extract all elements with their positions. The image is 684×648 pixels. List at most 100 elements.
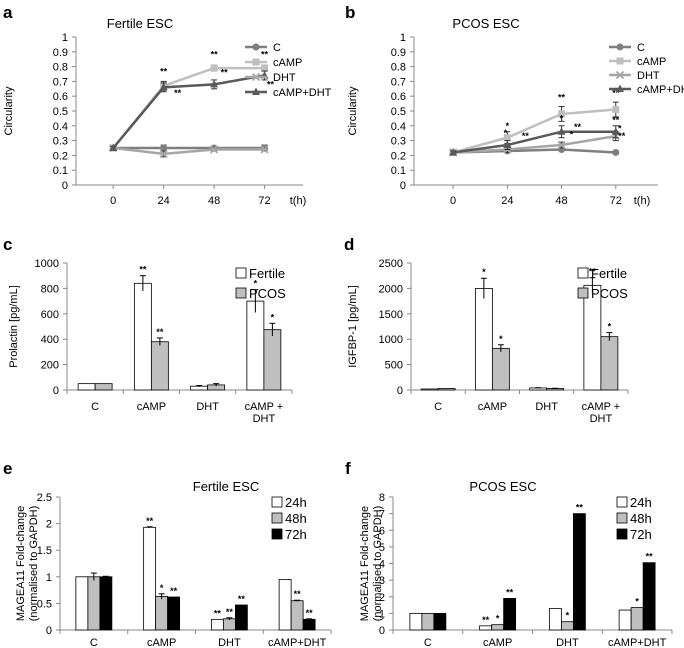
significance-marker: **: [612, 115, 620, 125]
data-point: [109, 143, 118, 151]
y-tick-label: 0: [397, 385, 403, 397]
bar: [503, 598, 517, 631]
legend-label: 48h: [285, 511, 307, 526]
y-tick-label: 0.1: [391, 165, 406, 177]
significance-marker: *: [499, 334, 503, 344]
bar: [548, 607, 562, 631]
y-tick-label: 500: [385, 360, 403, 372]
significance-marker: **: [576, 503, 584, 513]
y-tick-label: 0.2: [53, 150, 68, 162]
marker-stroke: [615, 70, 625, 80]
significance-marker: **: [160, 67, 168, 77]
legend-swatch: [235, 287, 247, 299]
y-tick-label: 0.9: [391, 47, 406, 59]
y-tick-label: 0: [46, 625, 52, 637]
bar: [133, 282, 152, 391]
bar: [479, 625, 493, 631]
significance-marker: *: [504, 128, 508, 138]
panel-title: Fertile ESC: [193, 479, 259, 494]
bar: [302, 618, 316, 631]
panel-letter: f: [345, 459, 351, 478]
significance-marker: *: [482, 267, 486, 277]
x-tick-label: 0: [110, 195, 116, 207]
legend-swatch: [235, 267, 247, 279]
x-tick-label: DHT: [218, 637, 241, 648]
series-line: [452, 108, 616, 154]
marker-stroke: [159, 149, 168, 159]
y-tick-label: 600: [41, 309, 59, 321]
y-tick-label: 0.9: [53, 47, 68, 59]
data-point: [449, 147, 458, 156]
legend-marker: [615, 70, 625, 80]
legend-label: 48h: [630, 511, 652, 526]
x-tick-label: DHT: [535, 401, 558, 413]
y-tick-label: 2.5: [37, 492, 52, 504]
x-tick-label: C: [434, 401, 442, 413]
significance-marker: *: [570, 130, 574, 140]
panel-letter: a: [3, 3, 13, 22]
x-tick-label: 72: [258, 195, 270, 207]
series-camp-dht: [449, 125, 620, 156]
legend-marker: [252, 87, 260, 95]
data-point: [611, 127, 620, 135]
significance-marker: *: [271, 312, 275, 322]
bar: [143, 526, 157, 631]
data-point: [160, 144, 168, 152]
significance-marker: **: [221, 67, 229, 77]
data-point: [159, 149, 168, 159]
y-tick-label: 0.7: [53, 76, 68, 88]
significance-marker: **: [574, 122, 582, 132]
bar: [618, 609, 632, 631]
legend-marker: [251, 72, 261, 82]
data-point: [261, 64, 269, 72]
series-line: [452, 130, 616, 154]
marker-stroke: [209, 145, 219, 154]
bar: [420, 388, 439, 391]
y-tick-label: 2: [379, 592, 385, 604]
y-tick-label: 0.5: [37, 598, 52, 610]
legend-marker: [252, 43, 260, 51]
legend-swatch: [616, 528, 628, 540]
series-line: [112, 74, 265, 149]
x-axis-unit-label: t(h): [634, 195, 651, 207]
data-point: [503, 134, 511, 142]
legend-label: cAMP+DHT: [637, 84, 684, 96]
y-tick-label: 1: [379, 608, 385, 620]
legend-swatch: [577, 267, 589, 279]
significance-marker: **: [306, 608, 314, 618]
y-tick-label: 1: [46, 572, 52, 584]
x-tick-label: 24: [501, 195, 513, 207]
x-tick-label: DHT: [196, 401, 219, 413]
bar: [167, 596, 181, 631]
bar: [246, 300, 265, 391]
significance-marker: **: [156, 327, 164, 337]
y-tick-label: 0.3: [391, 136, 406, 148]
series-dht: [109, 143, 269, 159]
x-tick-label: 72: [610, 195, 622, 207]
legend-label: DHT: [637, 70, 660, 82]
data-point: [612, 106, 620, 114]
significance-marker: *: [560, 113, 564, 123]
bar: [560, 621, 574, 631]
marker-stroke: [251, 72, 261, 82]
x-tick-label: cAMP + DHT: [245, 401, 284, 425]
legend-label: 24h: [285, 495, 307, 510]
x-tick-label: C: [424, 637, 432, 648]
x-tick-label: cAMP: [137, 401, 166, 413]
y-tick-label: 0.3: [53, 136, 68, 148]
significance-marker: *: [566, 611, 570, 621]
significance-marker: **: [267, 79, 275, 89]
significance-marker: **: [522, 131, 530, 141]
bar: [572, 513, 586, 631]
legend-label: DHT: [273, 72, 296, 84]
bar: [222, 618, 236, 631]
significance-marker: **: [589, 267, 597, 277]
panel-title: PCOS ESC: [452, 16, 519, 31]
data-point: [558, 110, 566, 118]
bar: [87, 576, 101, 631]
legend-swatch: [271, 496, 283, 508]
bar: [278, 579, 292, 631]
data-point: [503, 140, 512, 149]
significance-marker: **: [238, 594, 246, 604]
panel-letter: d: [344, 235, 354, 254]
